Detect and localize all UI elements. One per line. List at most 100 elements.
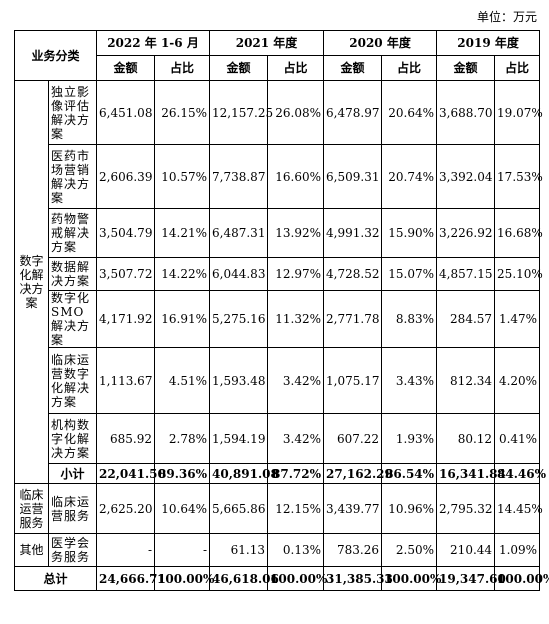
- cell: 2.78%: [154, 413, 211, 464]
- cell: 1.09%: [494, 533, 541, 567]
- row-name: 医学会务服务: [47, 533, 98, 567]
- cell: 5,275.16: [209, 290, 269, 348]
- header-ratio: 占比: [154, 55, 211, 81]
- cell: 17.53%: [494, 144, 543, 209]
- cell: 14.21%: [154, 208, 211, 258]
- cell: 19.07%: [494, 80, 543, 145]
- row-name: 临床运营数字化解决方案: [47, 347, 98, 414]
- cell: 12.15%: [267, 483, 325, 534]
- cell: 607.22: [323, 413, 383, 464]
- cell: 1,113.67: [96, 347, 156, 414]
- cell: 26.15%: [154, 80, 211, 145]
- cell: 4,171.92: [96, 290, 156, 348]
- cell: 3,226.92: [436, 208, 496, 258]
- cell: 25.10%: [494, 257, 543, 291]
- row-name: 独立影像评估解决方案: [47, 80, 98, 145]
- cell: 61.13: [209, 533, 269, 567]
- subtotal-row: 小计 22,041.50 89.36% 40,891.08 87.72% 27,…: [15, 463, 546, 484]
- cell: 8.83%: [381, 290, 438, 348]
- cell: 89.36%: [154, 463, 211, 484]
- table-row: 其他 医学会务服务 - - 61.13 0.13% 783.26 2.50% 2…: [14, 533, 541, 567]
- total-label: 总计: [13, 566, 98, 591]
- cell: 12,157.25: [209, 80, 273, 145]
- table-row: 药物警戒解决方案 3,504.79 14.21% 6,487.31 13.92%…: [15, 208, 543, 258]
- cell: 3.43%: [381, 347, 438, 414]
- cell: 0.13%: [267, 533, 325, 567]
- cell: 16.91%: [154, 290, 211, 348]
- cell: 1,594.19: [209, 413, 269, 464]
- cell: 210.44: [436, 533, 496, 567]
- cell: 15.90%: [381, 208, 438, 258]
- header-ratio: 占比: [381, 55, 438, 81]
- cell: 100.00%: [267, 566, 327, 591]
- cell: 3,688.70: [436, 80, 496, 145]
- group-digital: 数字化解决方案: [14, 80, 49, 484]
- revenue-table: 业务分类 2022 年 1-6 月 2021 年度 2020 年度 2019 年…: [13, 30, 549, 591]
- cell: 80.12: [436, 413, 496, 464]
- cell: 46,618.06: [209, 566, 279, 591]
- cell: 16,341.84: [436, 463, 506, 484]
- cell: 10.57%: [154, 144, 211, 209]
- cell: 87.72%: [267, 463, 325, 484]
- cell: 6,478.97: [323, 80, 383, 145]
- cell: 84.46%: [494, 463, 546, 484]
- total-row: 总计 24,666.71 100.00% 46,618.06 100.00% 3…: [13, 566, 549, 591]
- header-period-2020: 2020 年度: [323, 30, 438, 56]
- cell: 2,771.78: [323, 290, 383, 348]
- header-period-2019: 2019 年度: [436, 30, 541, 56]
- group-other: 其他: [14, 533, 49, 567]
- cell: 24,666.71: [96, 566, 166, 591]
- cell: 16.60%: [267, 144, 325, 209]
- cell: 1.93%: [381, 413, 438, 464]
- row-name: 医药市场营销解决方案: [47, 144, 98, 209]
- cell: 7,738.87: [209, 144, 269, 209]
- cell: 40,891.08: [209, 463, 279, 484]
- subtotal-label: 小计: [47, 463, 98, 484]
- table-row: 临床运营数字化解决方案 1,113.67 4.51% 1,593.48 3.42…: [15, 347, 541, 414]
- cell: 4,857.15: [436, 257, 496, 291]
- cell: 3,504.79: [96, 208, 156, 258]
- row-name: 临床运营服务: [47, 483, 98, 534]
- header-row-periods: 业务分类 2022 年 1-6 月 2021 年度 2020 年度 2019 年…: [13, 30, 541, 81]
- cell: 20.64%: [381, 80, 438, 145]
- cell: -: [96, 533, 156, 567]
- cell: 15.07%: [381, 257, 438, 291]
- cell: 2,625.20: [96, 483, 156, 534]
- header-amount: 金额: [436, 55, 496, 81]
- cell: 4,991.32: [323, 208, 383, 258]
- row-name: 药物警戒解决方案: [47, 208, 98, 258]
- cell: 14.45%: [494, 483, 543, 534]
- header-row-metrics: 金额 占比 金额 占比 金额 占比 金额 占比: [15, 55, 541, 81]
- header-period-2021: 2021 年度: [209, 30, 325, 56]
- header-amount: 金额: [209, 55, 269, 81]
- cell: 2,795.32: [436, 483, 496, 534]
- cell: 6,451.08: [96, 80, 156, 145]
- row-name: 数字化SMO解决方案: [47, 290, 98, 348]
- cell: 20.74%: [381, 144, 438, 209]
- cell: 31,385.33: [323, 566, 393, 591]
- cell: 100.00%: [494, 566, 549, 591]
- header-period-2022h1: 2022 年 1-6 月: [96, 30, 211, 56]
- cell: 2.50%: [381, 533, 438, 567]
- cell: 10.64%: [154, 483, 211, 534]
- cell: 6,044.83: [209, 257, 269, 291]
- cell: 812.34: [436, 347, 496, 414]
- cell: 3,507.72: [96, 257, 156, 291]
- cell: 5,665.86: [209, 483, 269, 534]
- cell: 100.00%: [381, 566, 441, 591]
- cell: 2,606.39: [96, 144, 156, 209]
- cell: 3.42%: [267, 347, 325, 414]
- cell: -: [154, 533, 211, 567]
- table-row: 医药市场营销解决方案 2,606.39 10.57% 7,738.87 16.6…: [15, 144, 543, 209]
- cell: 11.32%: [267, 290, 325, 348]
- cell: 10.96%: [381, 483, 438, 534]
- table-row: 数字化解决方案 独立影像评估解决方案 6,451.08 26.15% 12,15…: [14, 80, 543, 484]
- cell: 0.41%: [494, 413, 541, 464]
- table-row: 临床运营服务 临床运营服务 2,625.20 10.64% 5,665.86 1…: [14, 483, 543, 534]
- cell: 22,041.50: [96, 463, 166, 484]
- header-amount: 金额: [96, 55, 156, 81]
- cell: 3,392.04: [436, 144, 496, 209]
- cell: 16.68%: [494, 208, 543, 258]
- row-name: 机构数字化解决方案: [47, 413, 98, 464]
- row-name: 数据解决方案: [47, 257, 98, 291]
